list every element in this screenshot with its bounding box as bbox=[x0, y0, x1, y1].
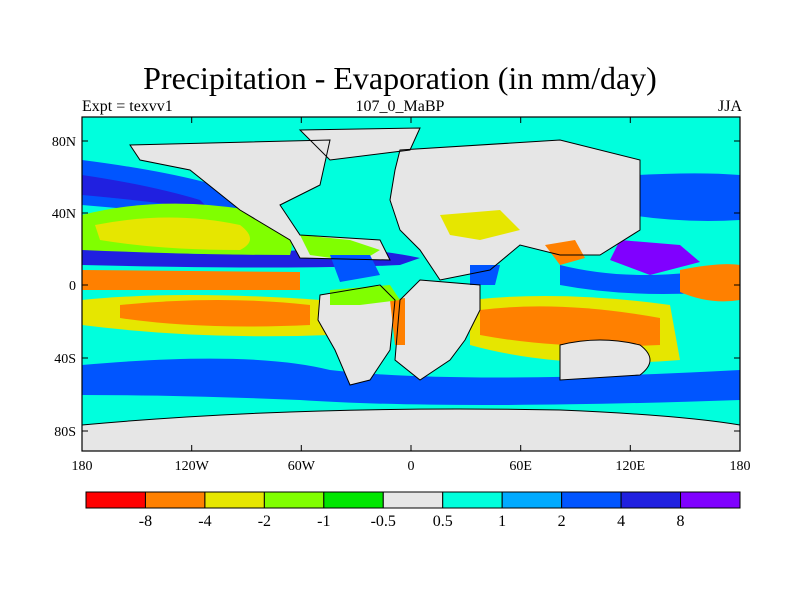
sh-storm-band bbox=[82, 358, 740, 405]
colorbar-swatch bbox=[263, 491, 325, 509]
colorbar-swatch bbox=[680, 491, 741, 509]
colorbar-label: 2 bbox=[558, 513, 566, 530]
colorbar-swatch bbox=[442, 491, 503, 509]
map-field bbox=[82, 117, 740, 451]
lon-label-180e: 180 bbox=[730, 459, 751, 474]
lat-label-0: 0 bbox=[69, 279, 76, 294]
colorbar-label: -8 bbox=[139, 513, 152, 530]
colorbar: -8 -4 -2 -1 -0.5 0.5 1 2 4 8 bbox=[85, 491, 741, 530]
se-pacific-core bbox=[120, 300, 310, 327]
south-america bbox=[318, 285, 395, 385]
colorbar-label: -0.5 bbox=[371, 513, 396, 530]
colorbar-swatch bbox=[561, 491, 622, 509]
australia bbox=[560, 340, 650, 380]
antarctica bbox=[82, 409, 740, 451]
colorbar-label: 8 bbox=[677, 513, 685, 530]
lon-label-120e: 120E bbox=[616, 459, 646, 474]
colorbar-label: -4 bbox=[198, 513, 211, 530]
colorbar-label: 1 bbox=[498, 513, 506, 530]
colorbar-label: 0.5 bbox=[433, 513, 453, 530]
colorbar-swatch bbox=[620, 491, 682, 509]
lat-label-80s: 80S bbox=[54, 425, 76, 440]
colorbar-label: -2 bbox=[258, 513, 271, 530]
colorbar-swatch bbox=[144, 491, 206, 509]
colorbar-label: 4 bbox=[617, 513, 625, 530]
lon-label-0: 0 bbox=[408, 459, 415, 474]
equatorial-dry-west bbox=[82, 270, 300, 290]
lon-ticks bbox=[81, 117, 741, 451]
season-label: JJA bbox=[717, 98, 742, 115]
lat-ticks bbox=[82, 140, 740, 432]
lat-label-40s: 40S bbox=[54, 352, 76, 367]
lon-label-60w: 60W bbox=[288, 459, 316, 474]
sa-north-blue bbox=[330, 255, 380, 282]
north-america bbox=[130, 140, 390, 260]
india-orange bbox=[545, 240, 585, 265]
lat-label-40n: 40N bbox=[52, 207, 76, 222]
colorbar-swatch bbox=[204, 491, 265, 509]
coastlines bbox=[82, 127, 740, 426]
colorbar-swatch bbox=[323, 491, 384, 509]
lat-label-80n: 80N bbox=[52, 135, 76, 150]
colorbar-swatch bbox=[501, 491, 563, 509]
npac-subtropical-core bbox=[95, 217, 250, 250]
africa bbox=[395, 280, 480, 380]
warm-pool-max bbox=[610, 240, 700, 275]
time-label: 107_0_MaBP bbox=[355, 98, 445, 115]
lon-label-60e: 60E bbox=[509, 459, 532, 474]
lon-label-180w: 180 bbox=[72, 459, 93, 474]
mideast-yellow bbox=[440, 210, 520, 240]
lon-label-120w: 120W bbox=[175, 459, 210, 474]
colorbar-label: -1 bbox=[317, 513, 330, 530]
africa-blue bbox=[470, 265, 500, 285]
indian-dry-core bbox=[480, 306, 660, 347]
colorbar-swatch bbox=[85, 491, 146, 509]
nh-storm-core bbox=[82, 175, 210, 210]
experiment-label: Expt = texvv1 bbox=[82, 98, 173, 115]
pacific-edge-dry bbox=[680, 264, 740, 302]
map-title: Precipitation - Evaporation (in mm/day) bbox=[143, 60, 657, 96]
colorbar-swatch bbox=[382, 491, 444, 509]
